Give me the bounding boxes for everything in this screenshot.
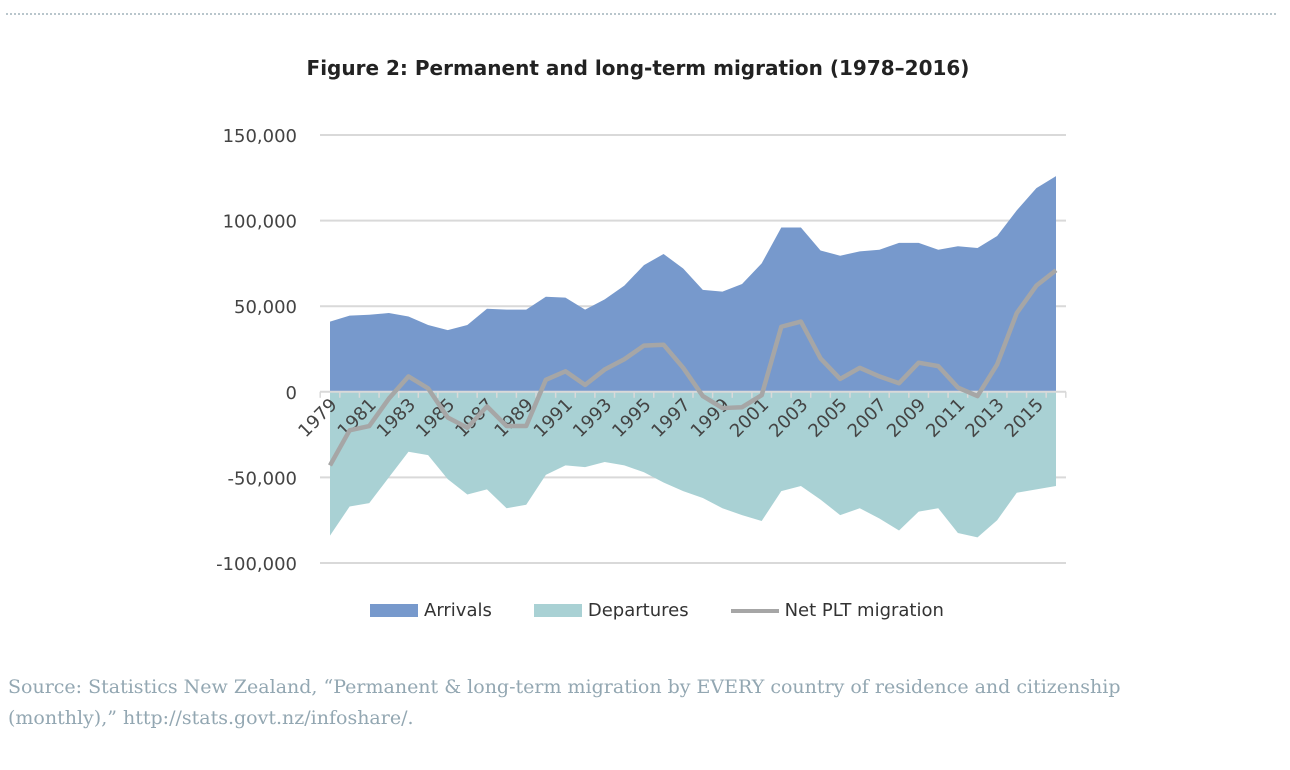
y-tick-label: 150,000 [223, 126, 297, 147]
legend-swatch-departures [533, 604, 582, 617]
legend-label: Arrivals [424, 600, 492, 621]
chart-title: Figure 2: Permanent and long-term migrat… [306, 56, 970, 80]
legend-item-arrivals: Arrivals [370, 600, 492, 621]
legend-swatch-arrivals [370, 604, 418, 617]
y-tick-label: 50,000 [234, 297, 297, 318]
legend-label: Net PLT migration [784, 600, 944, 621]
legend-label: Departures [587, 600, 689, 621]
legend-item-net: Net PLT migration [730, 600, 944, 621]
y-tick-label: -50,000 [228, 468, 297, 489]
legend-item-departures: Departures [533, 600, 689, 621]
line-net-plt-migration [328, 268, 1058, 467]
legend: Arrivals Departures Net PLT migration [370, 600, 986, 621]
y-tick-label: -100,000 [216, 554, 297, 575]
top-dotted-divider [6, 13, 1276, 15]
source-note: Source: Statistics New Zealand, “Permane… [8, 676, 1121, 729]
y-tick-label: 100,000 [223, 212, 297, 233]
legend-line-net [730, 608, 779, 613]
area-arrivals [330, 176, 1056, 392]
y-tick-label: 0 [286, 383, 297, 404]
